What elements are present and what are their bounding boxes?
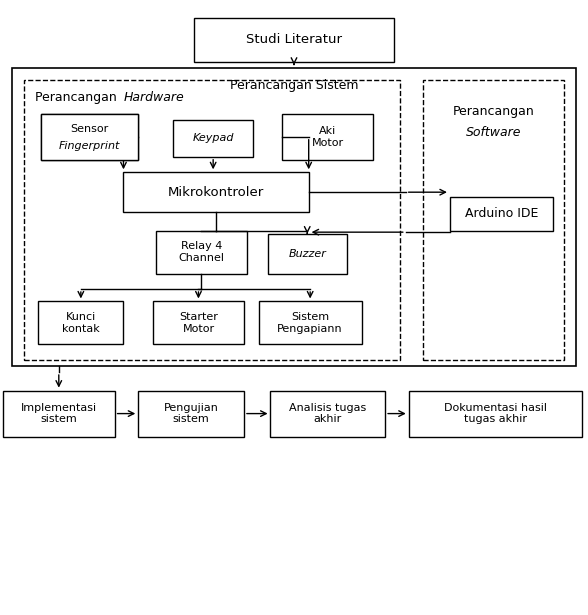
FancyBboxPatch shape [282,114,373,160]
Text: Mikrokontroler: Mikrokontroler [168,186,264,199]
Text: Arduino IDE: Arduino IDE [465,207,538,220]
Text: Perancangan Sistem: Perancangan Sistem [230,79,358,92]
FancyBboxPatch shape [270,391,385,437]
Text: Studi Literatur: Studi Literatur [246,33,342,47]
FancyBboxPatch shape [173,120,253,157]
FancyBboxPatch shape [153,301,244,344]
FancyBboxPatch shape [450,197,553,231]
FancyBboxPatch shape [41,114,138,160]
Text: Sistem
Pengapiann: Sistem Pengapiann [278,312,343,334]
Text: Aki
Motor: Aki Motor [312,126,344,148]
FancyBboxPatch shape [194,18,394,62]
Text: Sensor: Sensor [71,124,109,135]
Text: Kunci
kontak: Kunci kontak [62,312,100,334]
FancyBboxPatch shape [409,391,582,437]
FancyBboxPatch shape [268,234,347,274]
Text: Keypad: Keypad [192,133,234,143]
Text: Sensor
Fingerprint: Sensor Fingerprint [59,126,120,148]
Text: Perancangan: Perancangan [453,105,535,117]
FancyBboxPatch shape [156,231,247,274]
FancyBboxPatch shape [41,114,138,160]
Text: Perancangan: Perancangan [35,91,121,104]
FancyBboxPatch shape [38,301,123,344]
FancyBboxPatch shape [123,172,309,212]
Text: Implementasi
sistem: Implementasi sistem [21,403,97,424]
Text: Relay 4
Channel: Relay 4 Channel [178,241,225,263]
Text: Analisis tugas
akhir: Analisis tugas akhir [289,403,366,424]
FancyBboxPatch shape [3,391,115,437]
Text: Fingerprint: Fingerprint [59,141,121,151]
Text: Dokumentasi hasil
tugas akhir: Dokumentasi hasil tugas akhir [444,403,547,424]
FancyBboxPatch shape [259,301,362,344]
Text: Software: Software [466,126,522,139]
FancyBboxPatch shape [12,68,576,366]
FancyBboxPatch shape [138,391,244,437]
Text: Hardware: Hardware [123,91,184,104]
Text: Pengujian
sistem: Pengujian sistem [163,403,219,424]
Text: Starter
Motor: Starter Motor [179,312,218,334]
Text: Buzzer: Buzzer [288,248,326,259]
Text: Fingerprint: Fingerprint [59,141,121,151]
